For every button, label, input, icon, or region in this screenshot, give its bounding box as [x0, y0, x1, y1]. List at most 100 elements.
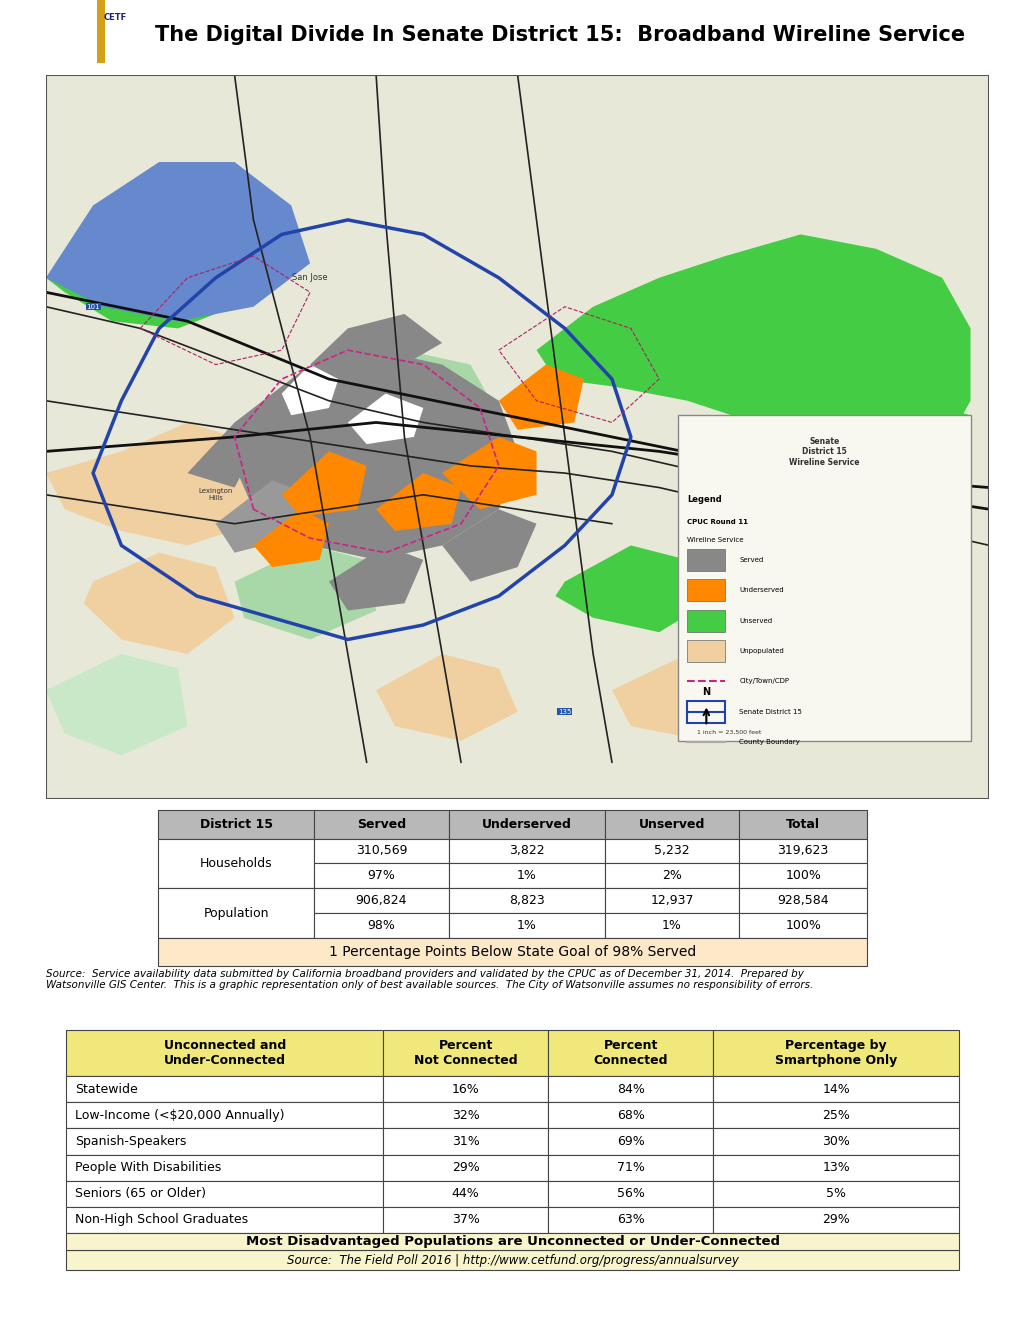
Text: Low-Income (<$20,000 Annually): Low-Income (<$20,000 Annually) [75, 1109, 284, 1122]
FancyBboxPatch shape [548, 1030, 712, 1076]
Text: People With Disabilities: People With Disabilities [75, 1162, 221, 1173]
Polygon shape [376, 473, 461, 531]
Text: 14%: 14% [821, 1082, 849, 1096]
Polygon shape [216, 480, 310, 553]
Text: Source:  Service availability data submitted by California broadband providers a: Source: Service availability data submit… [46, 969, 812, 990]
Text: 3,822: 3,822 [508, 845, 544, 858]
Text: 906,824: 906,824 [356, 895, 407, 907]
Text: N: N [702, 688, 709, 697]
Polygon shape [46, 653, 187, 755]
Polygon shape [611, 653, 762, 741]
FancyBboxPatch shape [383, 1180, 548, 1206]
Polygon shape [84, 553, 234, 653]
Text: 29%: 29% [451, 1162, 479, 1173]
Text: Percent
Connected: Percent Connected [593, 1039, 667, 1067]
Text: 31%: 31% [451, 1135, 479, 1148]
FancyBboxPatch shape [66, 1180, 383, 1206]
Text: Statewide: Statewide [75, 1082, 138, 1096]
FancyBboxPatch shape [739, 838, 866, 863]
FancyBboxPatch shape [604, 888, 739, 913]
Text: Lexington
Hills: Lexington Hills [199, 488, 232, 502]
Text: District 15: District 15 [200, 818, 272, 832]
Text: 1%: 1% [661, 919, 682, 932]
Text: Wireline Service: Wireline Service [687, 537, 743, 543]
Polygon shape [46, 422, 281, 545]
Text: 13%: 13% [821, 1162, 849, 1173]
Text: 84%: 84% [616, 1082, 644, 1096]
Text: 101: 101 [812, 636, 825, 643]
Polygon shape [234, 545, 376, 639]
FancyBboxPatch shape [739, 810, 866, 838]
Polygon shape [347, 393, 423, 444]
Text: 71%: 71% [616, 1162, 644, 1173]
FancyBboxPatch shape [66, 1076, 383, 1102]
Text: 44%: 44% [451, 1187, 479, 1200]
Polygon shape [187, 422, 254, 487]
FancyBboxPatch shape [158, 939, 866, 966]
Text: 68%: 68% [616, 1109, 644, 1122]
Polygon shape [498, 364, 583, 430]
FancyBboxPatch shape [158, 888, 314, 939]
Text: Served: Served [357, 818, 406, 832]
Text: 97%: 97% [367, 870, 395, 882]
Text: Unserved: Unserved [739, 618, 771, 623]
FancyBboxPatch shape [739, 913, 866, 939]
Text: CPUC Round 11: CPUC Round 11 [687, 519, 748, 525]
Text: 98%: 98% [367, 919, 395, 932]
FancyBboxPatch shape [604, 838, 739, 863]
Polygon shape [281, 364, 338, 416]
Text: The Digital Divide In Senate District 15:  Broadband Wireline Service: The Digital Divide In Senate District 15… [155, 25, 964, 45]
Text: 1 inch = 23,500 feet: 1 inch = 23,500 feet [696, 730, 760, 734]
Text: Population: Population [203, 907, 269, 920]
FancyBboxPatch shape [448, 913, 604, 939]
FancyBboxPatch shape [712, 1030, 958, 1076]
Text: 56%: 56% [616, 1187, 644, 1200]
Text: 100%: 100% [785, 919, 820, 932]
Polygon shape [97, 0, 125, 715]
FancyBboxPatch shape [448, 838, 604, 863]
Polygon shape [847, 401, 970, 495]
FancyBboxPatch shape [604, 810, 739, 838]
Polygon shape [234, 350, 518, 560]
FancyBboxPatch shape [548, 1102, 712, 1129]
Text: 5%: 5% [825, 1187, 845, 1200]
FancyBboxPatch shape [314, 838, 448, 863]
FancyBboxPatch shape [548, 1155, 712, 1180]
FancyBboxPatch shape [712, 1129, 958, 1155]
FancyBboxPatch shape [383, 1129, 548, 1155]
Text: 29%: 29% [821, 1213, 849, 1226]
FancyBboxPatch shape [604, 863, 739, 888]
Text: 1 Percentage Points Below State Goal of 98% Served: 1 Percentage Points Below State Goal of … [328, 945, 696, 960]
FancyBboxPatch shape [712, 1076, 958, 1102]
FancyBboxPatch shape [604, 913, 739, 939]
Bar [687, 610, 725, 631]
FancyBboxPatch shape [548, 1076, 712, 1102]
Text: CETF: CETF [103, 13, 126, 22]
Polygon shape [376, 653, 518, 741]
Text: 32%: 32% [451, 1109, 479, 1122]
FancyBboxPatch shape [314, 888, 448, 913]
FancyBboxPatch shape [739, 888, 866, 913]
FancyBboxPatch shape [712, 1102, 958, 1129]
Text: Percent
Not Connected: Percent Not Connected [414, 1039, 517, 1067]
FancyBboxPatch shape [448, 863, 604, 888]
FancyBboxPatch shape [383, 1206, 548, 1233]
Text: Served: Served [739, 557, 763, 562]
FancyBboxPatch shape [314, 863, 448, 888]
Polygon shape [281, 451, 367, 516]
Text: 30%: 30% [821, 1135, 849, 1148]
Text: City/Town/CDP: City/Town/CDP [739, 678, 789, 684]
FancyBboxPatch shape [712, 1155, 958, 1180]
Text: Unpopulated: Unpopulated [739, 648, 784, 653]
Text: 12,937: 12,937 [650, 895, 693, 907]
Polygon shape [442, 510, 536, 582]
FancyBboxPatch shape [314, 913, 448, 939]
FancyBboxPatch shape [739, 863, 866, 888]
FancyBboxPatch shape [448, 810, 604, 838]
Text: 16%: 16% [451, 1082, 479, 1096]
Text: Spanish-Speakers: Spanish-Speakers [75, 1135, 186, 1148]
Text: 310,569: 310,569 [356, 845, 407, 858]
Bar [687, 579, 725, 601]
Text: Underserved: Underserved [739, 587, 784, 593]
Text: 2%: 2% [661, 870, 682, 882]
